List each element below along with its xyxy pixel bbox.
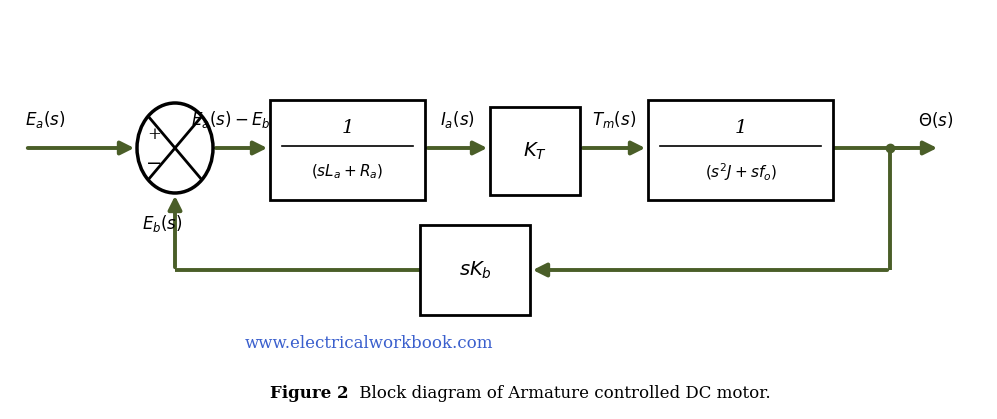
Text: $\Theta(s)$: $\Theta(s)$ bbox=[918, 110, 953, 130]
Text: +: + bbox=[148, 126, 162, 143]
Bar bbox=[420, 225, 530, 315]
Text: $K_T$: $K_T$ bbox=[523, 140, 547, 162]
Text: $E_b(s)$: $E_b(s)$ bbox=[142, 212, 182, 233]
Bar bbox=[648, 100, 833, 200]
Bar bbox=[490, 107, 580, 195]
Text: Block diagram of Armature controlled DC motor.: Block diagram of Armature controlled DC … bbox=[354, 385, 771, 402]
Text: $T_m(s)$: $T_m(s)$ bbox=[592, 109, 636, 130]
Text: $(sL_a+R_a)$: $(sL_a+R_a)$ bbox=[311, 163, 384, 181]
Text: 1: 1 bbox=[735, 119, 747, 137]
Text: $(s^2J+sf_o)$: $(s^2J+sf_o)$ bbox=[705, 161, 777, 183]
Text: −: − bbox=[146, 155, 163, 173]
Text: $I_a(s)$: $I_a(s)$ bbox=[440, 109, 475, 130]
Text: 1: 1 bbox=[341, 119, 354, 137]
Text: www.electricalworkbook.com: www.electricalworkbook.com bbox=[244, 335, 494, 352]
Text: $E_a(s)-E_b(s)$: $E_a(s)-E_b(s)$ bbox=[191, 109, 292, 130]
Bar bbox=[270, 100, 425, 200]
Text: $sK_b$: $sK_b$ bbox=[459, 259, 492, 281]
Text: Figure 2: Figure 2 bbox=[270, 385, 349, 402]
Text: $E_a(s)$: $E_a(s)$ bbox=[25, 109, 66, 130]
